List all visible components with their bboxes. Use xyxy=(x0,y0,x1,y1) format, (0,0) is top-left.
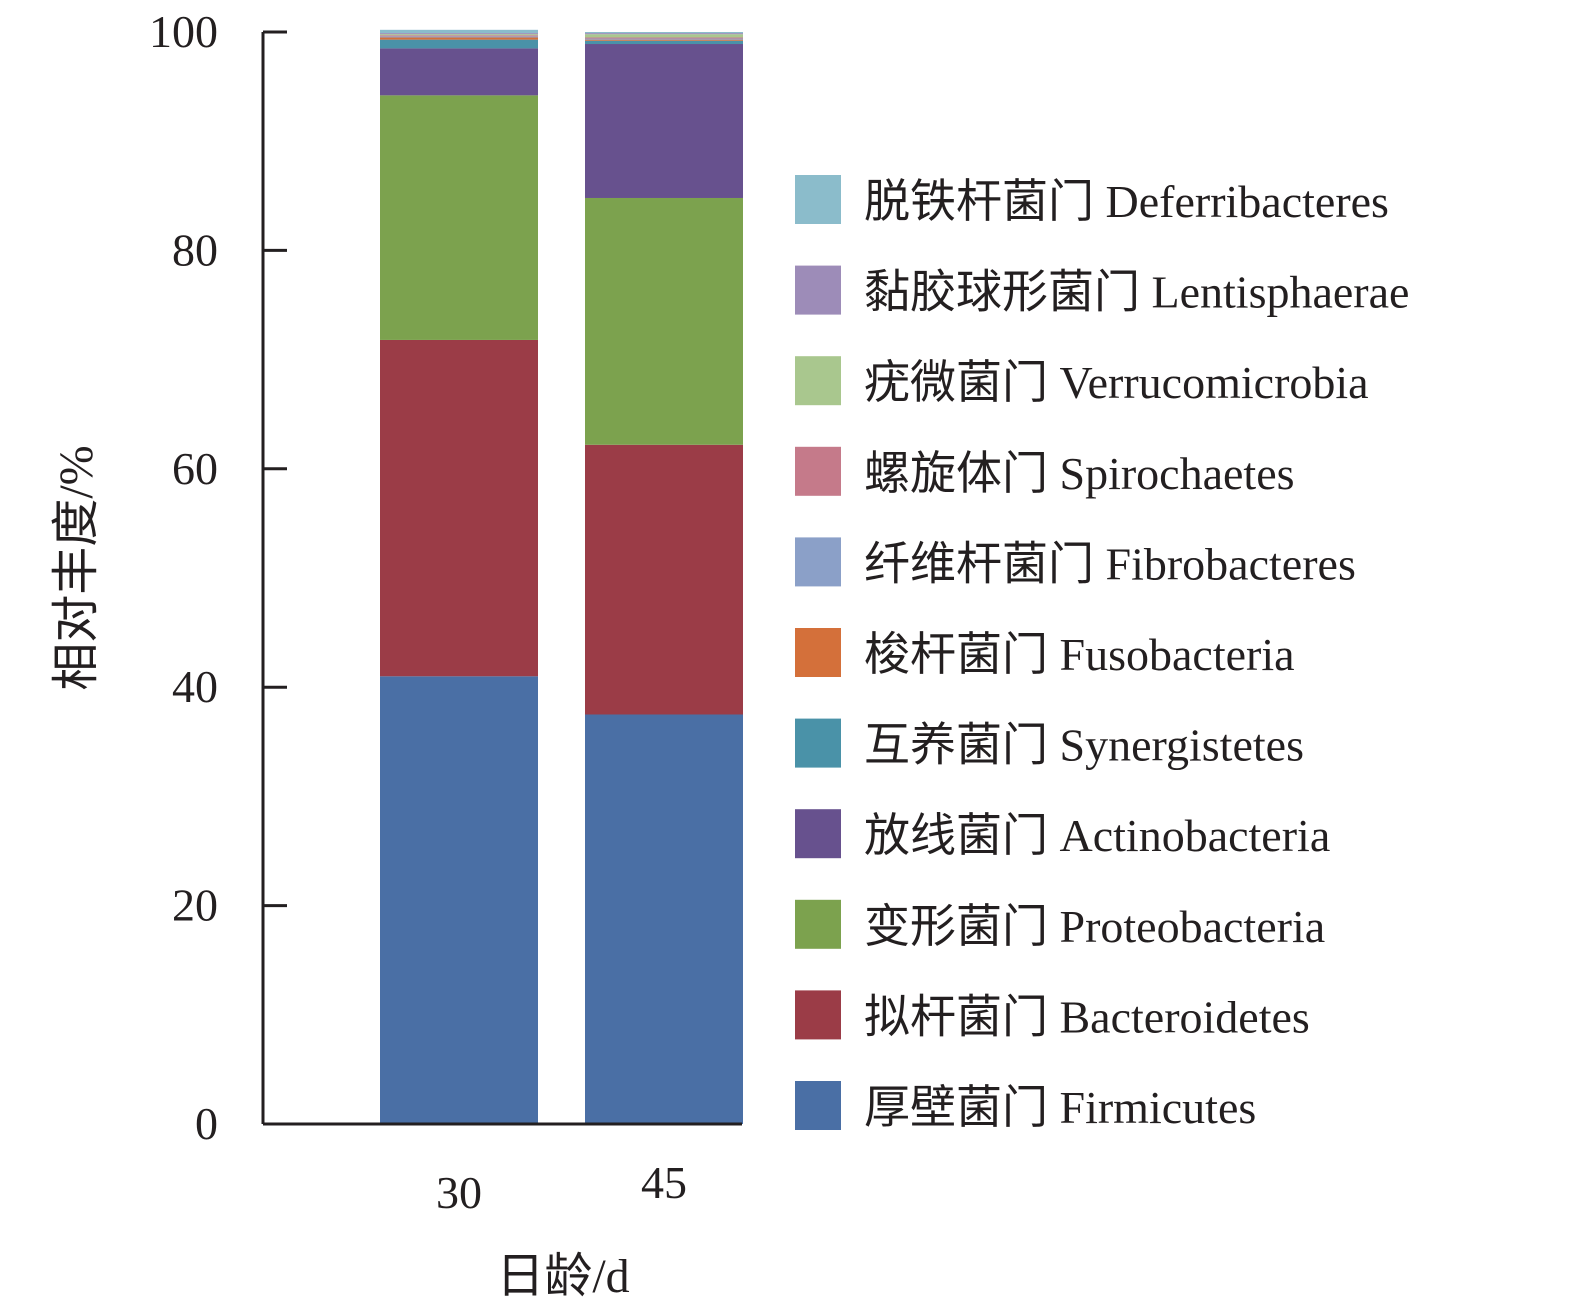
legend-swatch xyxy=(795,899,841,949)
bar-segment xyxy=(380,48,538,96)
axes-layer xyxy=(261,32,742,1126)
bar-segment xyxy=(585,39,743,41)
bar-segment xyxy=(585,714,743,1124)
legend-label: 变形菌门 Proteobacteria xyxy=(864,901,1325,952)
bar-segment xyxy=(380,29,538,34)
legend-swatch xyxy=(795,265,841,315)
x-tick-label: 45 xyxy=(641,1157,687,1208)
y-tick-label: 20 xyxy=(172,880,218,931)
legend-swatch xyxy=(795,175,841,224)
y-tick-label: 80 xyxy=(172,224,218,275)
bar-segment xyxy=(380,676,538,1124)
y-tick-label: 0 xyxy=(195,1098,218,1149)
bar-segment xyxy=(380,34,538,36)
bar-segment xyxy=(380,339,538,677)
bar-segment xyxy=(585,34,743,38)
legend-label: 螺旋体门 Spirochaetes xyxy=(864,448,1295,499)
bar-segment xyxy=(380,35,538,37)
bar-segment xyxy=(585,44,743,198)
legend-label: 梭杆菌门 Fusobacteria xyxy=(864,629,1295,680)
x-axis-title: 日龄/d xyxy=(496,1250,629,1303)
y-ticks: 0 20 40 60 80 100 xyxy=(149,6,287,1149)
legend-swatch xyxy=(795,537,841,587)
bar-segment xyxy=(585,37,743,39)
bar-segment xyxy=(585,40,743,45)
bar-segment xyxy=(585,33,743,35)
legend-swatch xyxy=(795,356,841,406)
legend-label: 纤维杆菌门 Fibrobacteres xyxy=(864,538,1356,589)
legend-swatch xyxy=(795,718,841,768)
legend: 脱铁杆菌门 Deferribacteres 黏胶球形菌门 Lentisphaera… xyxy=(795,175,1409,1133)
y-tick-label: 40 xyxy=(172,661,218,712)
legend-swatch xyxy=(795,990,841,1040)
legend-label: 厚壁菌门 Firmicutes xyxy=(864,1082,1256,1133)
bar-segment xyxy=(380,36,538,38)
bar-segment xyxy=(380,37,538,40)
legend-swatch xyxy=(795,628,841,677)
bar-segment xyxy=(380,95,538,340)
legend-label: 放线菌门 Actinobacteria xyxy=(864,810,1330,861)
legend-label: 互养菌门 Synergistetes xyxy=(864,720,1304,771)
legend-label: 拟杆菌门 Bacteroidetes xyxy=(864,991,1310,1042)
legend-label: 疣微菌门 Verrucomicrobia xyxy=(864,357,1369,408)
legend-label: 脱铁杆菌门 Deferribacteres xyxy=(864,176,1389,227)
bar-segment xyxy=(585,197,743,445)
bars-layer xyxy=(380,29,743,1124)
legend-swatch xyxy=(795,446,841,496)
bar-segment xyxy=(585,444,743,715)
legend-swatch xyxy=(795,809,841,859)
x-tick-label: 30 xyxy=(436,1167,482,1218)
y-axis-title: 相对丰度/% xyxy=(50,445,103,690)
legend-label: 黏胶球形菌门 Lentisphaerae xyxy=(864,267,1409,318)
legend-swatch xyxy=(795,1081,841,1130)
bar-segment xyxy=(380,33,538,35)
bar-segment xyxy=(585,38,743,40)
bar-segment xyxy=(380,39,538,49)
y-tick-label: 60 xyxy=(172,443,218,494)
x-ticks: 30 45 xyxy=(436,1157,687,1218)
bar-segment xyxy=(585,32,743,34)
y-tick-label: 100 xyxy=(149,6,218,57)
